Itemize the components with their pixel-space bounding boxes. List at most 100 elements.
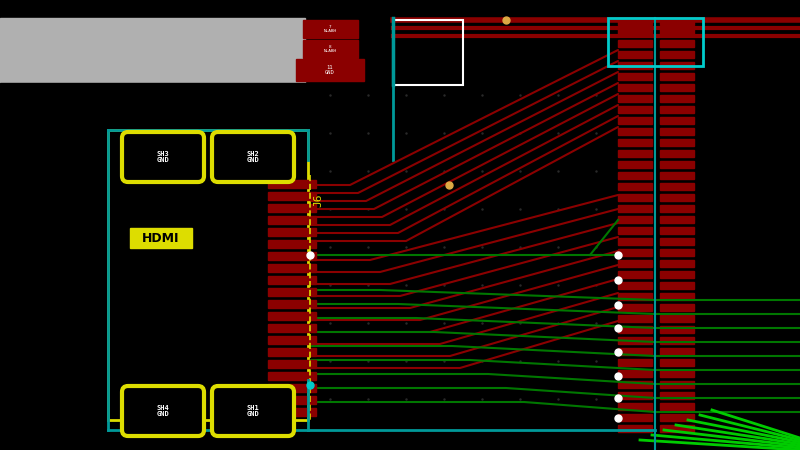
Bar (660, 238, 694, 245)
Bar (660, 315, 694, 322)
Bar (660, 172, 694, 179)
Bar (268, 192, 316, 200)
Text: SH4
GND: SH4 GND (157, 405, 170, 418)
Text: SH1
GND: SH1 GND (246, 405, 259, 418)
Bar (618, 194, 652, 201)
Bar (618, 227, 652, 234)
Bar (618, 106, 652, 113)
Bar (660, 425, 694, 432)
Bar (268, 252, 316, 260)
Bar (108, 130, 308, 420)
Bar (268, 324, 316, 332)
Bar (618, 128, 652, 135)
Bar (268, 372, 316, 380)
Bar (268, 300, 316, 308)
Bar (0, 83, 310, 450)
Bar (660, 139, 694, 146)
Bar (660, 18, 694, 25)
Bar (618, 62, 652, 69)
Bar (660, 370, 694, 377)
Bar (618, 161, 652, 168)
Bar (618, 425, 652, 432)
Bar (618, 282, 652, 289)
Bar (618, 414, 652, 421)
Bar (618, 337, 652, 344)
Bar (268, 264, 316, 272)
Bar (618, 348, 652, 355)
Bar (660, 403, 694, 410)
Bar (618, 40, 652, 47)
Bar (660, 95, 694, 102)
Text: 8
NLABH: 8 NLABH (323, 45, 337, 53)
Text: SH3
GND: SH3 GND (157, 150, 170, 163)
Bar (618, 370, 652, 377)
Bar (618, 260, 652, 267)
Bar (660, 51, 694, 58)
Text: 11
GND: 11 GND (325, 65, 335, 75)
Bar (618, 359, 652, 366)
Bar (618, 172, 652, 179)
Bar (660, 40, 694, 47)
Bar (660, 29, 694, 36)
Bar (660, 117, 694, 124)
Bar (660, 161, 694, 168)
Bar (660, 62, 694, 69)
Bar (660, 205, 694, 212)
Bar (268, 288, 316, 296)
Bar (618, 249, 652, 256)
Bar (268, 384, 316, 392)
Bar (660, 381, 694, 388)
Bar (618, 293, 652, 300)
Bar (660, 73, 694, 80)
FancyBboxPatch shape (212, 386, 294, 436)
Bar (268, 336, 316, 344)
Bar (618, 403, 652, 410)
Bar (268, 312, 316, 320)
Bar (268, 408, 316, 416)
Bar (660, 260, 694, 267)
Bar (618, 95, 652, 102)
Bar (660, 128, 694, 135)
Bar (618, 150, 652, 157)
Bar (608, 18, 703, 66)
Bar (660, 216, 694, 223)
Bar (618, 84, 652, 91)
Bar (130, 228, 192, 248)
Bar (618, 304, 652, 311)
Bar (268, 216, 316, 224)
Text: SH2
GND: SH2 GND (246, 150, 259, 163)
Bar (660, 106, 694, 113)
Bar (618, 271, 652, 278)
Bar (618, 205, 652, 212)
Bar (618, 315, 652, 322)
Bar (660, 150, 694, 157)
Bar (268, 360, 316, 368)
FancyBboxPatch shape (212, 132, 294, 182)
Bar (303, 20, 358, 38)
Bar (618, 381, 652, 388)
Bar (660, 183, 694, 190)
Bar (618, 326, 652, 333)
Bar (660, 271, 694, 278)
FancyBboxPatch shape (122, 132, 204, 182)
Bar (618, 216, 652, 223)
Bar (660, 249, 694, 256)
Bar (660, 304, 694, 311)
Text: J6: J6 (313, 193, 323, 207)
Bar (660, 337, 694, 344)
Bar (660, 194, 694, 201)
Bar (268, 396, 316, 404)
Bar (268, 276, 316, 284)
Bar (268, 240, 316, 248)
Bar (618, 392, 652, 399)
Bar (660, 414, 694, 421)
Bar (660, 227, 694, 234)
Bar (618, 117, 652, 124)
Bar (660, 392, 694, 399)
Bar (660, 359, 694, 366)
Bar (268, 180, 316, 188)
Text: HDMI: HDMI (142, 231, 180, 244)
Bar (296, 59, 364, 81)
Bar (268, 348, 316, 356)
Bar (393, 20, 463, 85)
